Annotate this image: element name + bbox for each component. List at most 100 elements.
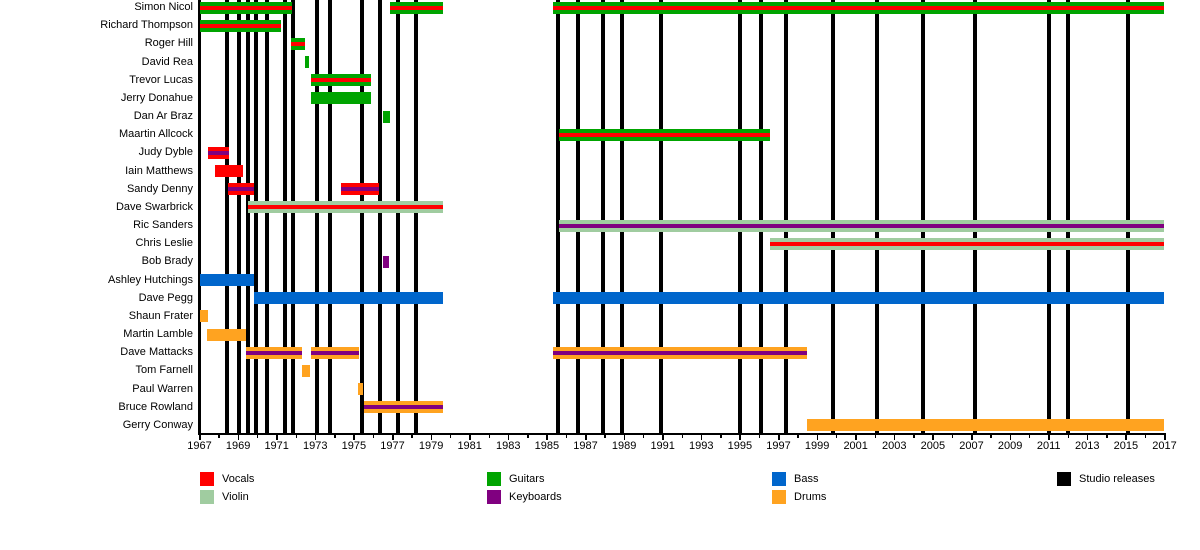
member-label: Dave Swarbrick [115,200,193,213]
studio-release-line [327,0,332,433]
x-axis-tick [1048,435,1050,440]
x-axis-tick [218,435,220,438]
timeline-bar [311,74,372,87]
legend-item-drums: Drums [772,490,1032,505]
timeline-bar [200,310,209,323]
x-axis-tick [314,435,317,440]
studio-release-line [225,0,230,433]
x-tick-label: 2015 [1113,440,1139,452]
legend-swatch-drums [772,490,786,504]
legend-item-violin: Violin [200,490,460,505]
studio-release-line [921,0,926,433]
legend-label: Vocals [222,473,255,485]
member-label: Sandy Denny [126,182,193,195]
x-axis-tick [1125,435,1127,440]
member-label: Chris Leslie [135,237,193,250]
legend-item-bass: Bass [772,472,1032,487]
timeline-bar [200,274,254,287]
timeline-bar [363,401,443,414]
x-axis-tick [835,435,838,438]
x-tick-label: 1997 [766,440,791,452]
x-axis-tick [874,435,876,438]
x-tick-label: 1979 [418,440,444,452]
x-tick-label: 1995 [727,440,753,452]
studio-release-line [254,0,259,433]
member-label: Shaun Frater [128,309,193,322]
x-tick-label: 2001 [843,440,868,452]
x-axis-line [198,433,1166,435]
studio-release-line [737,0,742,433]
timeline-bar [559,128,770,141]
instrument-stripe [559,132,770,137]
legend-label: Drums [794,491,827,503]
x-axis-tick [893,435,896,440]
member-label: David Rea [141,55,193,68]
timeline-bar [382,110,390,123]
x-axis-tick [681,435,683,438]
studio-release-line [377,0,382,433]
studio-release-line [1066,0,1070,433]
x-axis-tick [507,435,510,440]
x-tick-label: 1989 [611,440,637,452]
timeline-bar [807,419,1165,432]
member-label: Roger Hill [144,37,193,50]
x-tick-label: 2009 [997,440,1023,452]
timeline-bar [552,1,1165,14]
timeline-bar [769,237,1165,250]
instrument-stripe [559,223,1165,228]
instrument-stripe [311,78,372,83]
x-tick-label: 1985 [534,440,560,452]
x-axis-tick [1144,435,1147,438]
member-label: Jerry Donahue [120,91,193,104]
timeline-bar [208,146,230,159]
x-axis-tick [256,435,259,438]
x-axis-tick [469,435,471,440]
x-axis-tick [797,435,799,438]
x-tick-label: 1987 [573,440,598,452]
legend-swatch-keyboards [487,490,501,504]
x-axis-tick [295,435,297,438]
x-tick-label: 1999 [804,440,830,452]
timeline-bar [311,346,359,359]
x-axis-tick [585,435,587,440]
x-axis-tick [1009,435,1012,440]
x-axis-tick [932,435,934,440]
timeline-bar [245,346,302,359]
legend-label: Guitars [509,473,545,485]
member-label: Richard Thompson [100,19,193,32]
studio-release-line [291,0,296,433]
x-axis-tick [392,435,394,440]
legend-label: Studio releases [1079,473,1155,485]
studio-release-line [396,0,401,433]
x-axis-tick [430,435,433,440]
timeline-bar [552,292,1165,305]
instrument-stripe [208,150,230,155]
timeline-bar [304,56,310,68]
x-axis-tick [700,435,703,440]
x-tick-label: 2003 [882,440,907,452]
member-label: Bruce Rowland [118,400,193,413]
x-tick-label: 1973 [303,440,328,452]
timeline-bar [311,92,372,105]
member-label: Simon Nicol [134,1,193,13]
legend-swatch-vocals [200,472,214,486]
instrument-stripe [291,41,305,46]
x-axis-tick [546,435,548,440]
member-label: Paul Warren [132,382,193,395]
timeline-bar [357,383,363,396]
member-label: Iain Matthews [125,164,193,177]
x-axis-tick [855,435,857,440]
x-tick-label: 1981 [457,440,482,452]
studio-release-line [874,0,879,433]
timeline-bar [341,183,379,196]
member-label: Martin Lamble [123,328,193,341]
x-tick-label: 1975 [341,440,367,452]
x-axis-tick [951,435,954,438]
studio-release-line [600,0,605,433]
member-label: Judy Dyble [138,146,193,159]
member-label: Ashley Hutchings [108,273,193,286]
x-axis-tick [778,435,780,440]
instrument-stripe [200,23,281,28]
x-axis-tick [1028,435,1031,438]
